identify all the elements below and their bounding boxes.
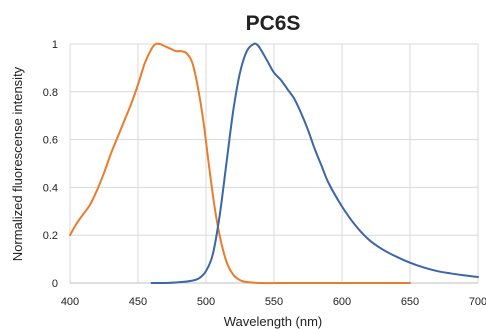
y-tick-label: 0.8	[43, 87, 58, 99]
x-tick-label: 450	[129, 296, 147, 308]
series-line-2	[150, 42, 479, 285]
series-layer	[69, 42, 479, 285]
tick-label-layer: 400 450 500 550 600 650 700 0 0.2 0.4 0.6 0.8 1	[43, 39, 486, 308]
x-tick-label: 550	[265, 296, 283, 308]
y-tick-label: 0	[52, 278, 58, 290]
x-tick-label: 600	[333, 296, 351, 308]
y-tick-label: 1	[52, 39, 58, 51]
x-tick-label: 400	[61, 296, 79, 308]
chart-title: PC6S	[246, 12, 301, 35]
x-axis-label: Wavelength (nm)	[224, 314, 323, 329]
y-tick-label: 0.4	[43, 182, 58, 194]
grid-layer	[69, 43, 479, 283]
x-tick-label: 700	[469, 296, 486, 308]
y-axis-label: Normalized fluorescense intensity	[10, 66, 25, 261]
x-tick-label: 500	[197, 296, 215, 308]
x-tick-label: 650	[401, 296, 419, 308]
y-tick-label: 0.6	[43, 135, 58, 147]
y-tick-label: 0.2	[43, 230, 58, 242]
series-line-1	[69, 42, 411, 285]
